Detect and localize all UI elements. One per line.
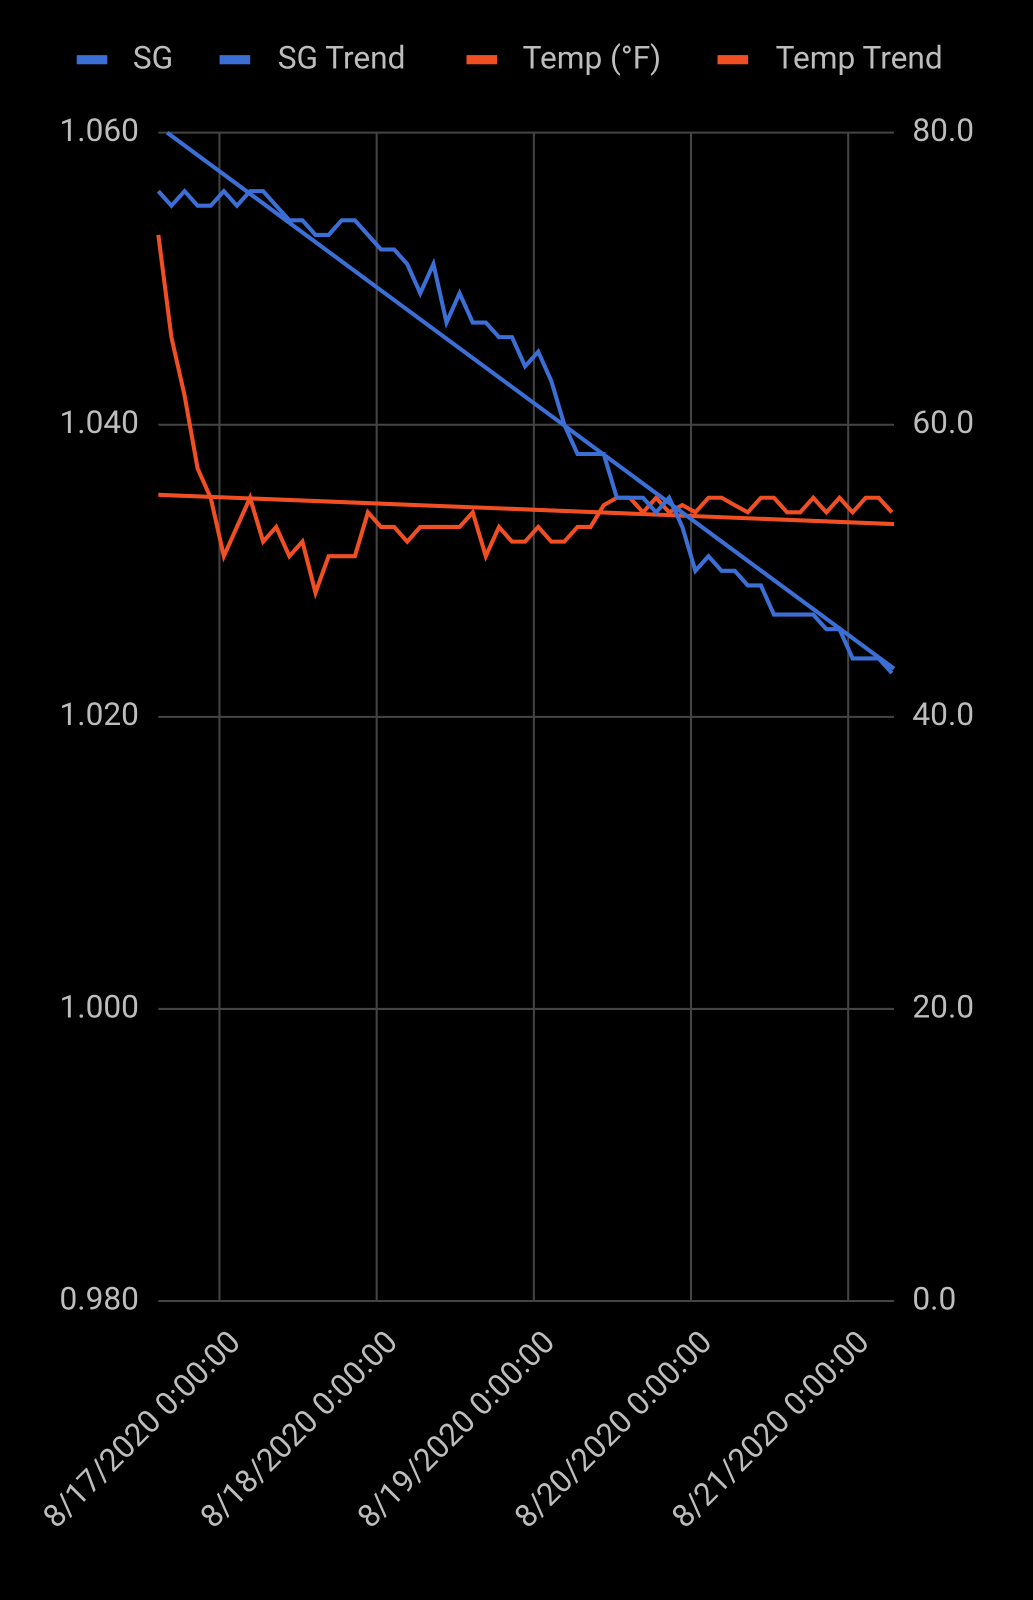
grid bbox=[158, 131, 895, 1303]
plot bbox=[156, 131, 896, 675]
y-tick-label: 1.020 bbox=[60, 696, 139, 733]
legend-swatch bbox=[717, 55, 749, 65]
y-tick-label: 0.980 bbox=[60, 1280, 139, 1317]
y2-tick-label: 80.0 bbox=[912, 112, 974, 149]
series-line bbox=[158, 492, 895, 527]
y2-tick-label: 60.0 bbox=[912, 404, 974, 441]
y2-tick-label: 0.0 bbox=[912, 1280, 956, 1317]
y-tick-label: 1.060 bbox=[60, 112, 139, 149]
y2-tick-label: 40.0 bbox=[912, 696, 974, 733]
y-tick-label: 1.040 bbox=[60, 404, 139, 441]
legend: SG SG Trend Temp (°F) Temp Trend bbox=[76, 40, 943, 77]
y-tick-label: 1.000 bbox=[60, 988, 139, 1025]
legend-label: Temp Trend bbox=[776, 40, 943, 77]
series-line bbox=[165, 131, 896, 671]
series-line bbox=[156, 234, 894, 600]
legend-label: SG bbox=[133, 40, 173, 77]
legend-label: SG Trend bbox=[278, 40, 406, 77]
legend-swatch bbox=[466, 55, 498, 65]
legend-swatch bbox=[219, 55, 251, 65]
legend-swatch bbox=[76, 55, 108, 65]
legend-label: Temp (°F) bbox=[523, 40, 662, 77]
y2-tick-label: 20.0 bbox=[912, 988, 974, 1025]
series-line bbox=[156, 188, 894, 675]
